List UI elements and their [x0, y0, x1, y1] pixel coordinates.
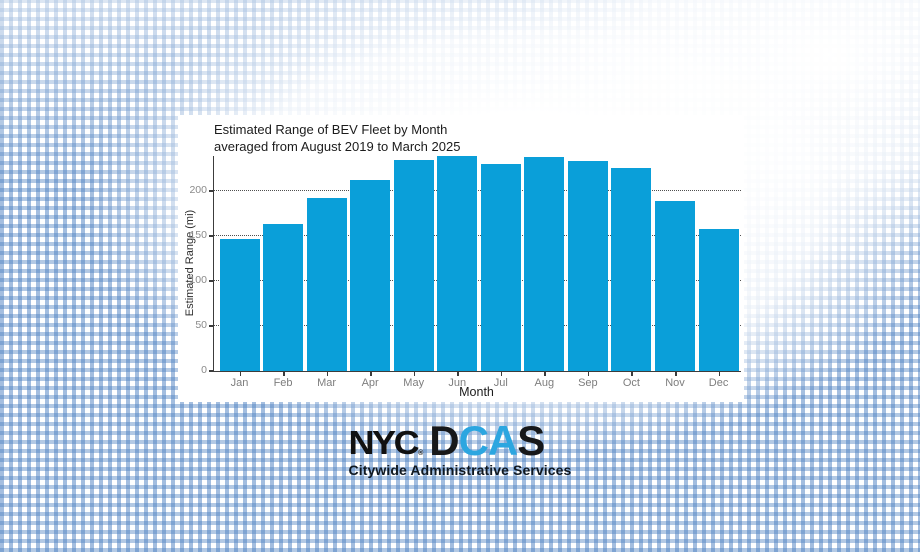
dcas-letter-d: D — [429, 417, 459, 464]
y-tick-mark — [209, 280, 213, 282]
x-tick-label-dec: Dec — [708, 377, 729, 389]
x-tick-mark — [718, 372, 721, 376]
bar-mar — [306, 198, 347, 371]
bar-dec — [698, 228, 739, 371]
bar-jun — [437, 155, 478, 371]
bar-apr — [350, 180, 391, 371]
plot-area: 0 50 100 150 200 Jan Feb Mar Apr May Jun Jul Aug Sep O… — [189, 155, 741, 389]
y-tick-mark — [209, 190, 213, 192]
x-axis-label: Month — [459, 385, 494, 399]
x-tick-mark — [500, 372, 503, 376]
logo-tagline: Citywide Administrative Services — [348, 462, 572, 478]
x-tick-label-nov: Nov — [665, 377, 685, 389]
y-tick-label-50: 50 — [195, 319, 207, 331]
chart-title-line2: averaged from August 2019 to March 2025 — [214, 139, 461, 154]
x-tick-label-aug: Aug — [534, 377, 555, 389]
bar-sep — [567, 161, 608, 371]
x-tick-mark — [631, 372, 633, 376]
chart-title: Estimated Range of BEV Fleet by Month av… — [214, 121, 460, 155]
x-tick-label-sep: Sep — [578, 377, 598, 389]
x-tick-label-may: May — [403, 377, 425, 389]
bar-feb — [263, 224, 304, 371]
x-tick-mark — [326, 372, 329, 376]
x-tick-mark — [413, 372, 416, 376]
x-tick-label-jan: Jan — [230, 377, 249, 389]
dcas-letter-a: A — [487, 417, 518, 464]
logo-row: NYC ® DCAS — [348, 417, 546, 464]
gridline-150 — [214, 235, 741, 236]
gridline-200 — [214, 190, 741, 191]
x-tick-label-apr: Apr — [361, 377, 379, 389]
bar-jan — [219, 238, 260, 371]
x-tick-mark — [457, 372, 459, 376]
bar-aug — [524, 156, 565, 371]
dcas-letter-s: S — [517, 417, 545, 464]
x-tick-mark — [239, 372, 241, 376]
nyc-dcas-logo: NYC ® DCAS Citywide Administrative Servic… — [348, 417, 572, 479]
dcas-letter-c: C — [458, 417, 489, 464]
gridline-50 — [214, 325, 741, 326]
x-tick-mark — [370, 372, 372, 376]
bar-oct — [611, 167, 652, 371]
y-tick-mark — [209, 235, 213, 237]
gridline-100 — [214, 280, 741, 281]
bar-jul — [480, 164, 521, 371]
x-tick-label-jun: Jun — [448, 377, 467, 389]
y-tick-mark — [209, 370, 213, 372]
y-tick-label-200: 200 — [189, 184, 207, 196]
x-tick-label-mar: Mar — [317, 377, 337, 389]
x-tick-label-feb: Feb — [273, 377, 293, 389]
y-tick-label-150: 150 — [189, 229, 207, 241]
y-tick-label-0: 0 — [201, 364, 207, 376]
bar-nov — [655, 200, 695, 371]
y-tick-label-100: 100 — [189, 274, 207, 286]
registered-trademark-icon: ® — [418, 450, 424, 457]
dcas-logo-text: DCAS — [429, 417, 545, 464]
x-tick-mark — [283, 372, 285, 376]
chart-title-line1: Estimated Range of BEV Fleet by Month — [214, 122, 448, 137]
x-tick-label-oct: Oct — [622, 377, 640, 389]
y-tick-mark — [209, 325, 213, 327]
bar-may — [393, 159, 434, 371]
x-tick-mark — [587, 372, 590, 376]
x-tick-mark — [544, 372, 546, 376]
x-tick-label-jul: Jul — [493, 377, 508, 389]
chart-panel: Estimated Range of BEV Fleet by Month av… — [178, 115, 744, 402]
x-tick-mark — [675, 372, 677, 376]
nyc-logo-text: NYC — [348, 423, 420, 462]
